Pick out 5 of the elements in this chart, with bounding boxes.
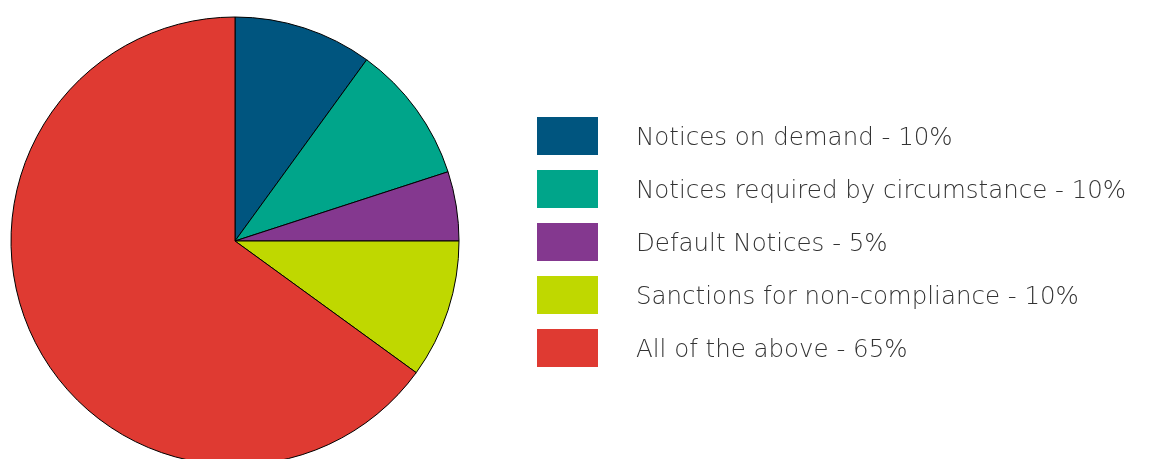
legend-label: Notices required by circumstance - 10% [636, 174, 1127, 204]
legend-label: All of the above - 65% [636, 333, 908, 363]
legend-label: Default Notices - 5% [636, 227, 888, 257]
legend-label: Sanctions for non-compliance - 10% [636, 280, 1079, 310]
legend-label: Notices on demand - 10% [636, 121, 953, 151]
